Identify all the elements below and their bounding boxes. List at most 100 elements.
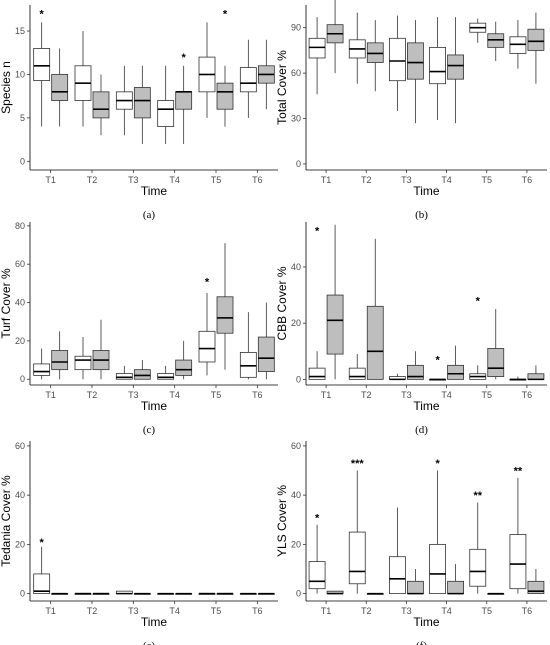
y-tick-label: 10 [15, 69, 25, 79]
box-T6-grey [257, 302, 275, 380]
x-axis-title: Time [141, 399, 168, 413]
x-tick-label: T6 [522, 390, 533, 400]
y-tick-label: 40 [291, 262, 301, 272]
box-T1-grey [326, 224, 344, 380]
y-axis-title: Species n [0, 61, 13, 114]
box-iqr [115, 373, 133, 380]
box-T5-white [198, 592, 216, 595]
box-iqr [469, 548, 487, 587]
x-tick-label: T4 [169, 390, 180, 400]
box-iqr [429, 543, 446, 595]
significance-marker: * [40, 537, 45, 549]
x-tick-label: T2 [87, 390, 98, 400]
box-iqr [326, 294, 344, 355]
x-tick-label: T5 [211, 390, 222, 400]
x-tick-label: T3 [128, 606, 139, 616]
box-iqr [198, 330, 216, 363]
box-T2-grey [366, 238, 384, 380]
x-axis-title: Time [413, 184, 440, 198]
box-T6-grey [527, 569, 545, 595]
box-T5-white [198, 292, 216, 376]
box-iqr [133, 87, 151, 119]
x-tick-label: T5 [481, 606, 492, 616]
y-tick-label: 60 [291, 441, 301, 451]
box-T3-grey [407, 569, 424, 595]
box-T2-grey [92, 319, 110, 380]
box-T1-grey [51, 331, 69, 380]
box-iqr [366, 305, 384, 380]
box-iqr [157, 373, 175, 380]
x-tick-label: T6 [522, 175, 533, 185]
significance-marker: * [315, 512, 320, 524]
box-iqr [407, 42, 424, 80]
significance-marker: * [476, 296, 481, 308]
x-tick-label: T1 [45, 390, 56, 400]
box-iqr [175, 359, 193, 376]
y-tick-label: 15 [15, 26, 25, 36]
box-iqr [239, 351, 257, 378]
box-iqr [257, 336, 275, 372]
box-T2-white [348, 354, 366, 380]
box-T3-white [115, 65, 133, 136]
box-T5-grey [216, 592, 234, 595]
box-T5-white [198, 22, 216, 118]
box-T2-grey [366, 592, 384, 595]
box-T1-white [308, 351, 326, 380]
box-T4-grey [175, 592, 193, 595]
box-T2-white [74, 592, 92, 595]
x-tick-label: T5 [211, 606, 222, 616]
box-T6-white [239, 39, 257, 118]
y-axis-title: Turf Cover % [0, 268, 13, 339]
x-tick-label: T4 [169, 606, 180, 616]
box-iqr [133, 369, 151, 380]
y-tick-label: 20 [15, 336, 25, 346]
box-iqr [389, 37, 406, 82]
box-T6-white [239, 592, 257, 595]
box-T3-white [389, 507, 406, 595]
x-tick-label: T1 [321, 606, 332, 616]
x-tick-label: T5 [481, 175, 492, 185]
x-tick-label: T1 [45, 606, 56, 616]
box-T1-white [308, 524, 326, 594]
box-T1-grey [326, 0, 344, 74]
chart-panel-2: 0 30 60 90 T1 T2 T3 T4 T5 T6 Time Total Cover % (b) [275, 0, 547, 221]
box-T6-grey [257, 592, 275, 595]
y-tick-label: 40 [291, 490, 301, 500]
x-tick-label: T4 [169, 175, 180, 185]
box-T4-white [157, 592, 175, 595]
box-T3-grey [407, 351, 424, 380]
x-axis-title: Time [141, 184, 168, 198]
box-iqr [447, 580, 464, 595]
box-iqr [175, 91, 193, 110]
x-tick-label: T4 [441, 606, 452, 616]
box-T5-grey [216, 243, 234, 370]
box-iqr [92, 91, 110, 119]
box-iqr [527, 28, 545, 51]
box-T1-white [33, 348, 51, 380]
box-iqr [348, 367, 366, 380]
box-T5-white [469, 365, 487, 380]
x-tick-label: T3 [401, 390, 412, 400]
significance-marker: * [435, 458, 440, 470]
box-T4-white [429, 378, 446, 381]
box-iqr [33, 363, 51, 376]
box-T6-white [509, 20, 527, 69]
x-tick-label: T1 [321, 390, 332, 400]
box-iqr [157, 100, 175, 127]
box-T4-grey [447, 564, 464, 595]
box-T4-grey [175, 340, 193, 380]
x-tick-label: T1 [45, 175, 56, 185]
box-iqr [74, 355, 92, 371]
x-tick-label: T5 [481, 390, 492, 400]
box-T3-grey [133, 65, 151, 144]
x-tick-label: T4 [441, 390, 452, 400]
box-T5-grey [487, 21, 505, 62]
box-T1-white [308, 17, 326, 95]
box-T5-grey [487, 309, 505, 380]
box-iqr [239, 67, 257, 93]
box-iqr [51, 74, 69, 101]
box-T2-white [74, 337, 92, 380]
y-tick-label: 20 [291, 539, 301, 549]
box-T4-white [429, 17, 446, 121]
box-T3-white [389, 373, 406, 381]
